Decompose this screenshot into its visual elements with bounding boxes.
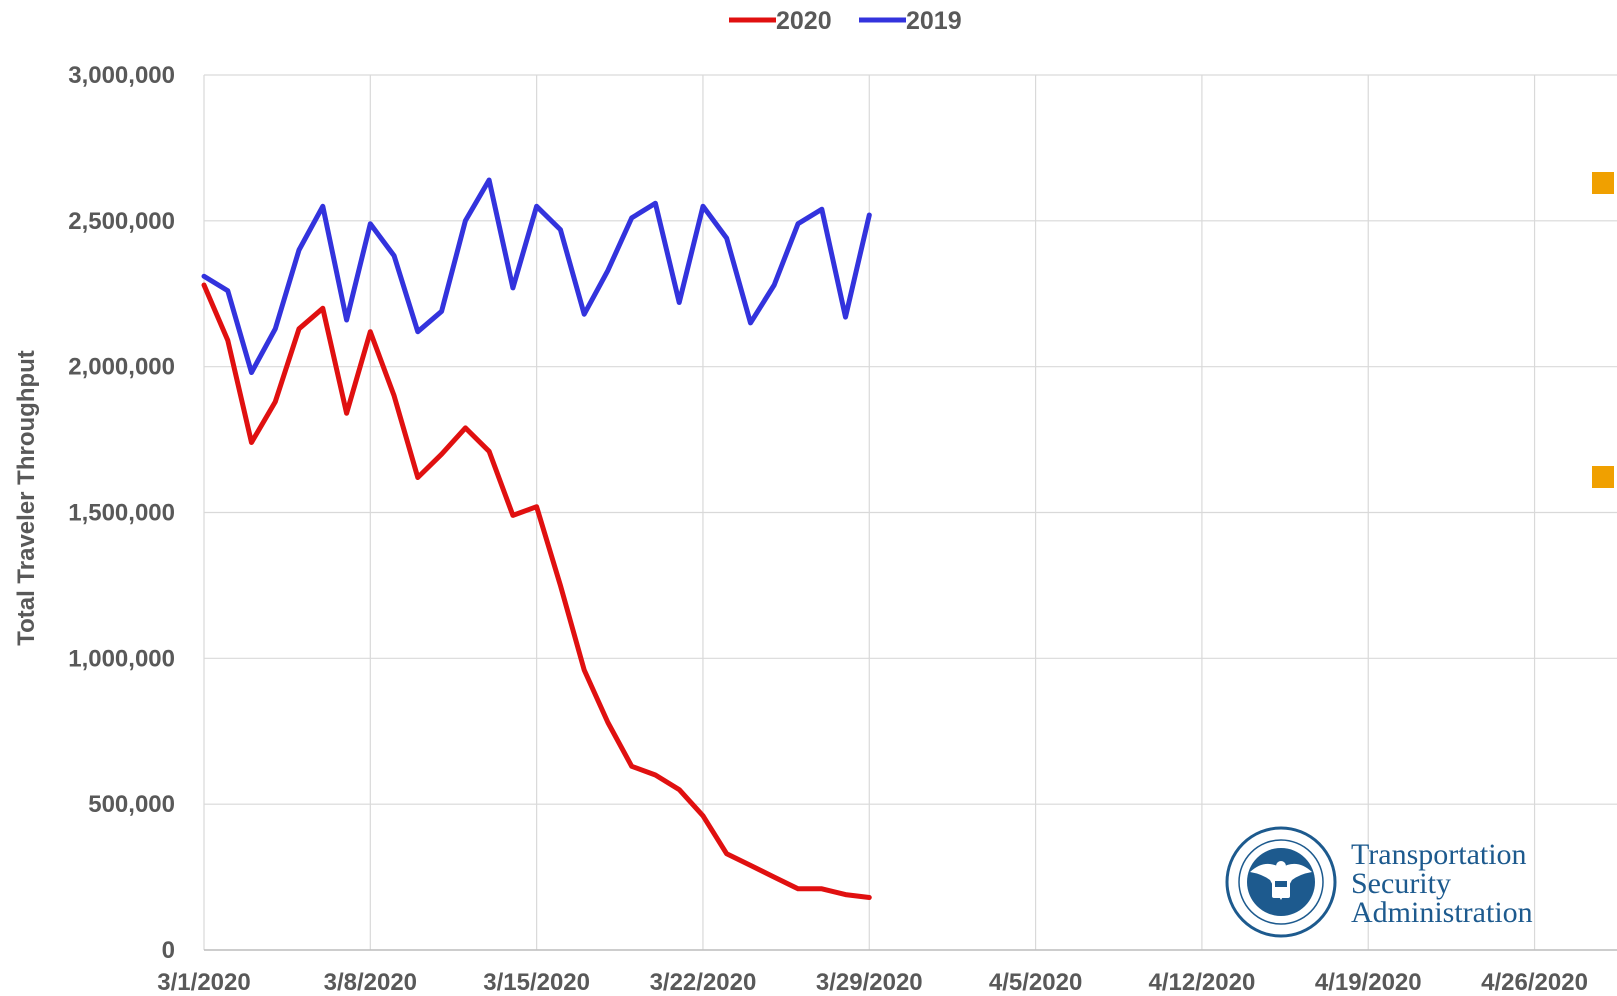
legend: 2020 2019 — [729, 7, 962, 35]
legend-label-2020: 2020 — [776, 7, 832, 35]
y-tick-label-3: 1,500,000 — [68, 500, 175, 527]
legend-label-2019: 2019 — [906, 7, 962, 35]
y-tick-label-1: 500,000 — [88, 791, 175, 818]
x-tick-label-7: 4/19/2020 — [1315, 969, 1422, 996]
orange-marker-2 — [1592, 466, 1614, 488]
x-tick-label-1: 3/8/2020 — [324, 969, 417, 996]
y-axis-title: Total Traveler Throughput — [13, 350, 40, 646]
series-layer — [201, 177, 872, 900]
logo-line-1: Transportation — [1351, 838, 1527, 871]
series-line-2020 — [201, 282, 872, 900]
x-tick-label-2: 3/15/2020 — [483, 969, 590, 996]
logo-line-2: Security — [1351, 867, 1451, 900]
y-axis-ticks: 0 500,000 1,000,000 1,500,000 2,000,000 2,500… — [68, 62, 175, 964]
x-tick-label-3: 3/22/2020 — [650, 969, 757, 996]
series-line-2019 — [201, 177, 872, 375]
y-tick-label-6: 3,000,000 — [68, 62, 175, 89]
x-tick-label-6: 4/12/2020 — [1149, 969, 1256, 996]
gridlines — [203, 74, 1617, 951]
logo-line-3: Administration — [1351, 896, 1533, 929]
y-tick-label-0: 0 — [162, 937, 175, 964]
tsa-logo: Transportation Security Administration — [1225, 826, 1533, 938]
y-tick-label-5: 2,500,000 — [68, 208, 175, 235]
y-tick-label-4: 2,000,000 — [68, 354, 175, 381]
x-tick-label-0: 3/1/2020 — [157, 969, 250, 996]
dhs-seal-icon — [1225, 826, 1337, 938]
orange-marker-1 — [1592, 172, 1614, 194]
x-tick-label-8: 4/26/2020 — [1481, 969, 1588, 996]
x-tick-label-5: 4/5/2020 — [989, 969, 1082, 996]
x-tick-label-4: 3/29/2020 — [816, 969, 923, 996]
x-axis-ticks: 3/1/2020 3/8/2020 3/15/2020 3/22/2020 3/29/2… — [157, 969, 1588, 996]
y-tick-label-2: 1,000,000 — [68, 645, 175, 672]
